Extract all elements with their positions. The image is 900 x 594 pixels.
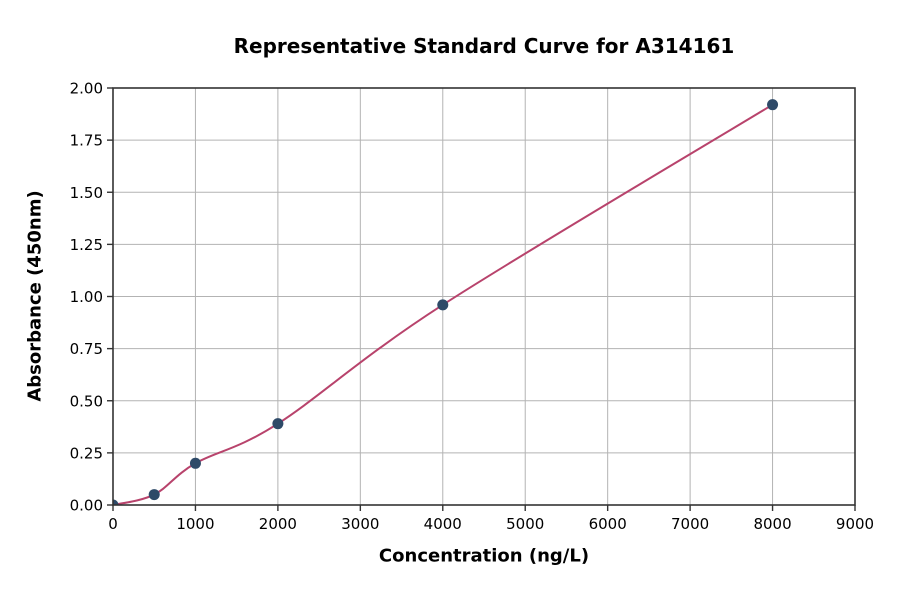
- data-point: [272, 418, 284, 430]
- x-tick-label-8000: 8000: [753, 515, 791, 533]
- x-tick-label-2000: 2000: [259, 515, 297, 533]
- y-tick-label-0: 0.00: [70, 497, 103, 515]
- data-point: [437, 299, 449, 311]
- x-tick-label-1000: 1000: [176, 515, 214, 533]
- x-axis-label: Concentration (ng/L): [378, 545, 590, 567]
- grid-layer: [112, 87, 856, 506]
- y-tick-label-1.75: 1.75: [70, 132, 103, 150]
- y-tick-label-2: 2.00: [70, 80, 103, 98]
- x-tick-label-5000: 5000: [506, 515, 544, 533]
- y-tick-label-1.25: 1.25: [70, 236, 103, 254]
- y-tick-label-0.5: 0.50: [70, 392, 103, 410]
- x-tick-label-7000: 7000: [671, 515, 709, 533]
- chart-title: Representative Standard Curve for A31416…: [233, 34, 735, 58]
- data-point: [113, 499, 119, 505]
- data-point: [189, 457, 201, 469]
- y-tick-label-0.75: 0.75: [70, 340, 103, 358]
- tick-marks-layer: [107, 87, 856, 511]
- y-tick-label-1: 1.00: [70, 288, 103, 306]
- x-tick-label-4000: 4000: [424, 515, 462, 533]
- data-points-layer: [113, 99, 779, 505]
- y-tick-label-0.25: 0.25: [70, 444, 103, 462]
- x-tick-label-6000: 6000: [589, 515, 627, 533]
- tick-labels-layer: 0 1000 2000 3000 4000 5000 6000 7000 8000 9000 0.0…: [70, 80, 875, 534]
- y-tick-label-1.5: 1.50: [70, 184, 103, 202]
- x-tick-label-3000: 3000: [341, 515, 379, 533]
- data-point: [767, 99, 779, 111]
- x-tick-label-9000: 9000: [836, 515, 874, 533]
- x-tick-label-0: 0: [108, 515, 118, 533]
- y-axis-label: Absorbance (450nm): [24, 190, 46, 402]
- data-point: [148, 489, 160, 501]
